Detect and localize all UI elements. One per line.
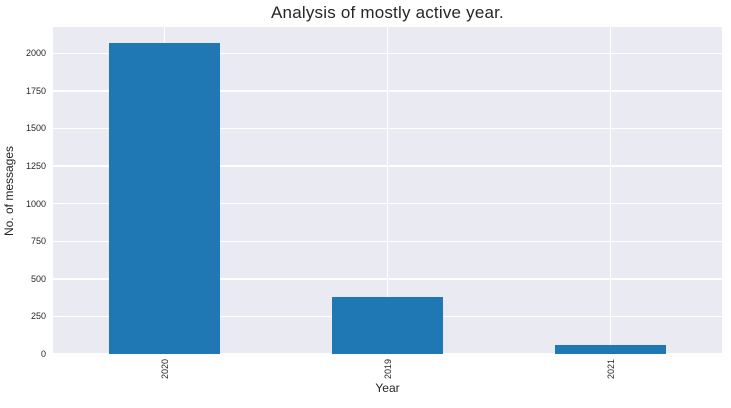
- x-axis-label: Year: [375, 381, 400, 395]
- grid-line-vertical: [609, 27, 612, 354]
- chart-title: Analysis of mostly active year.: [271, 3, 504, 22]
- bar-2021: [554, 344, 667, 354]
- y-tick-label: 750: [30, 236, 46, 247]
- grid-line-horizontal: [53, 353, 722, 355]
- grid-line-vertical: [386, 27, 389, 354]
- y-tick-label: 0: [40, 349, 46, 359]
- y-tick-label: 2000: [25, 48, 46, 59]
- y-tick-label: 250: [30, 311, 46, 322]
- bar-2020: [108, 42, 221, 354]
- y-tick-label: 500: [30, 273, 46, 284]
- y-tick-label: 1750: [25, 85, 46, 96]
- y-tick-label: 1000: [25, 198, 46, 209]
- plot-area: [53, 27, 722, 355]
- y-tick-label: 1500: [25, 123, 46, 134]
- bar-2019: [331, 296, 444, 354]
- y-tick-label: 1250: [25, 161, 46, 172]
